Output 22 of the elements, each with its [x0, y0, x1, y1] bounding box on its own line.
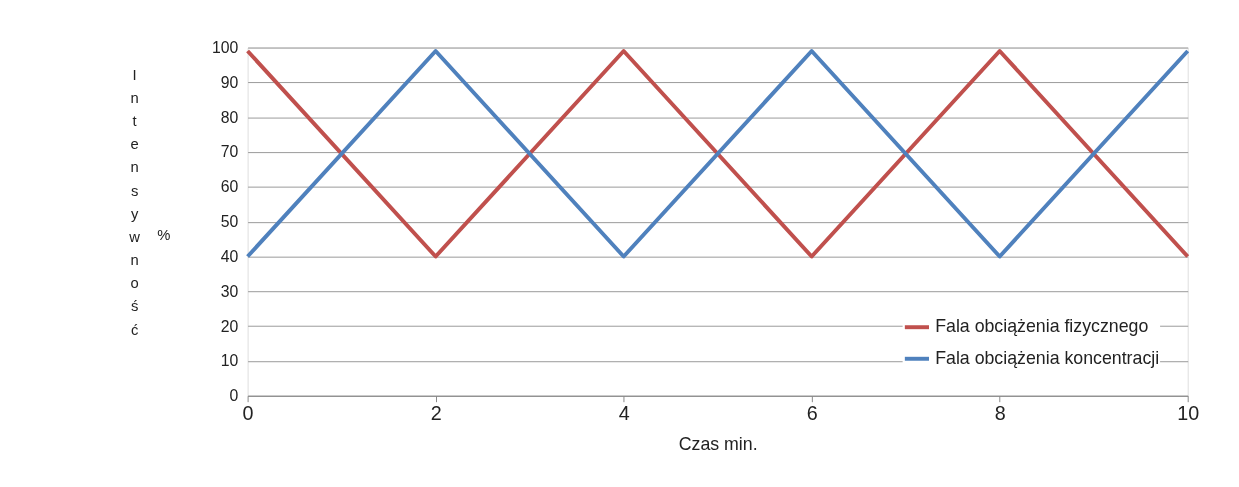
y-tick-label: 60	[220, 178, 239, 196]
legend-label: Fala obciążenia koncentracji	[935, 347, 1160, 368]
y-tick-label: 70	[220, 143, 239, 161]
x-tick-label: 8	[994, 401, 1006, 424]
y-tick-label: 10	[220, 352, 239, 370]
x-tick-label: 0	[242, 401, 254, 424]
x-tick-label: 10	[1177, 401, 1200, 424]
legend-label: Fala obciążenia fizycznego	[935, 316, 1149, 337]
y-tick-label: 0	[229, 387, 239, 405]
x-axis-title: Czas min.	[678, 433, 758, 454]
x-tick-label: 6	[806, 401, 818, 424]
y-tick-label: 90	[220, 73, 239, 91]
x-tick-label: 2	[430, 401, 442, 424]
text: Intensywność	[129, 66, 140, 338]
y-tick-label: 40	[220, 247, 239, 265]
y-tick-label: 30	[220, 282, 239, 300]
y-tick-label: 50	[220, 213, 239, 231]
text: %	[157, 226, 171, 243]
y-tick-label: 80	[220, 108, 239, 126]
y-tick-label: 20	[220, 317, 239, 335]
y-tick-label: 100	[211, 38, 239, 56]
x-tick-label: 4	[618, 401, 630, 424]
